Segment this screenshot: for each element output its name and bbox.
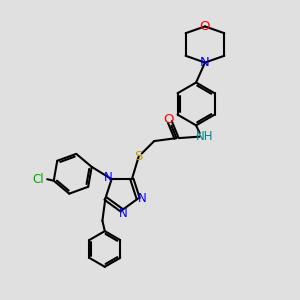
- Text: N: N: [200, 56, 210, 69]
- Text: NH: NH: [196, 130, 214, 143]
- Text: N: N: [138, 192, 147, 205]
- Text: O: O: [164, 113, 174, 126]
- Text: N: N: [104, 171, 112, 184]
- Text: S: S: [134, 150, 143, 163]
- Text: O: O: [200, 20, 210, 33]
- Text: N: N: [119, 207, 128, 220]
- Text: Cl: Cl: [32, 173, 44, 186]
